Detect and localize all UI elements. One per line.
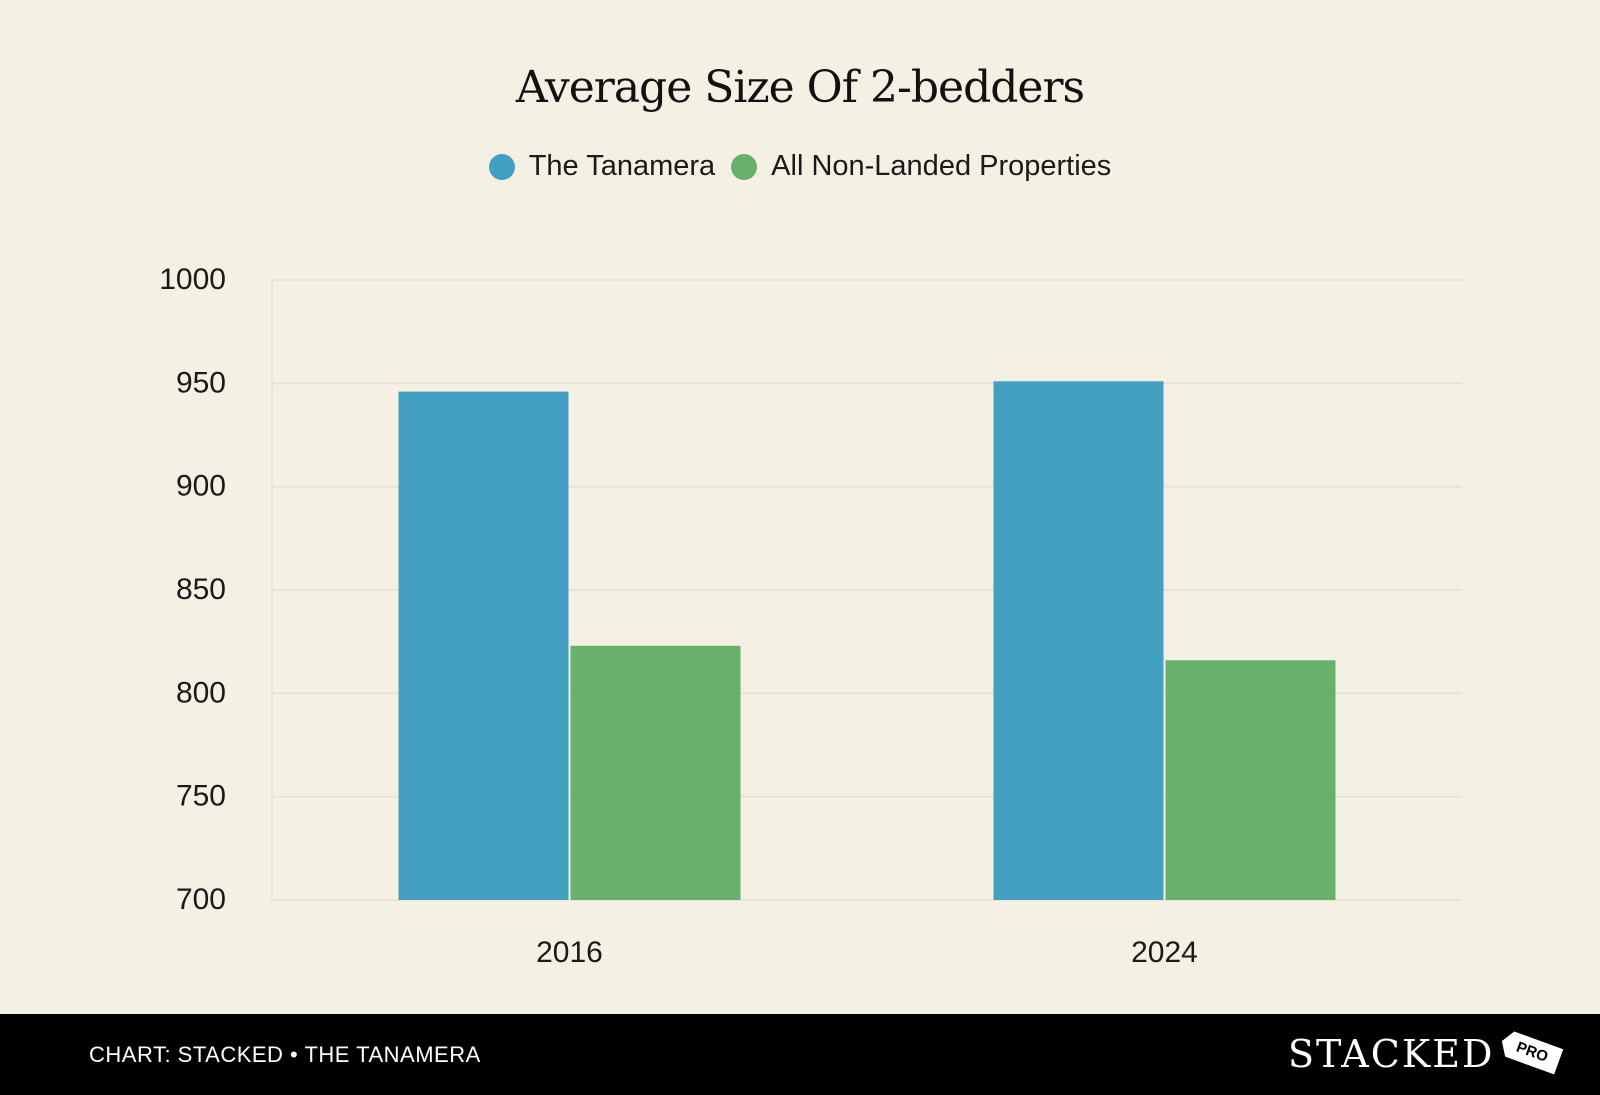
y-tick-label: 800 xyxy=(176,676,226,709)
brand-pro-tag: PRO xyxy=(1498,1028,1564,1074)
bar-2024-series-1[interactable] xyxy=(1165,660,1336,900)
chart-title: Average Size Of 2-bedders xyxy=(515,62,1085,113)
x-tick-label: 2024 xyxy=(1131,936,1198,969)
stacked-pro-logo: STACKED PRO xyxy=(1288,1032,1561,1076)
legend-swatch-non-landed xyxy=(731,153,758,180)
bar-2016-series-1[interactable] xyxy=(570,645,741,900)
footer-bar: CHART: STACKED • THE TANAMERA STACKED PR… xyxy=(0,1014,1600,1095)
bar-2016-series-0[interactable] xyxy=(398,391,569,900)
legend-swatch-tanamera xyxy=(488,153,515,180)
bar-2024-series-0[interactable] xyxy=(993,381,1164,900)
bar-chart-plot: 700 750 800 850 900 950 1000 2016 2024 xyxy=(159,263,1462,969)
x-axis-ticks: 2016 2024 xyxy=(536,936,1198,969)
y-tick-label: 950 xyxy=(176,366,226,399)
x-tick-label: 2016 xyxy=(536,936,603,969)
y-tick-label: 750 xyxy=(176,780,226,813)
legend-item-non-landed[interactable]: All Non-Landed Properties xyxy=(731,150,1111,183)
brand-name: STACKED xyxy=(1288,1032,1495,1076)
legend-label-non-landed: All Non-Landed Properties xyxy=(771,150,1112,182)
chart-source-credit: CHART: STACKED • THE TANAMERA xyxy=(89,1042,481,1067)
y-axis-ticks: 700 750 800 850 900 950 1000 xyxy=(159,263,226,916)
legend-item-tanamera[interactable]: The Tanamera xyxy=(488,150,716,183)
y-tick-label: 700 xyxy=(176,883,226,916)
bars xyxy=(398,381,1336,900)
y-tick-label: 900 xyxy=(176,470,226,503)
y-tick-label: 1000 xyxy=(159,263,226,296)
legend: The Tanamera All Non-Landed Properties xyxy=(0,150,1600,183)
legend-label-tanamera: The Tanamera xyxy=(528,150,716,182)
y-tick-label: 850 xyxy=(176,573,226,606)
